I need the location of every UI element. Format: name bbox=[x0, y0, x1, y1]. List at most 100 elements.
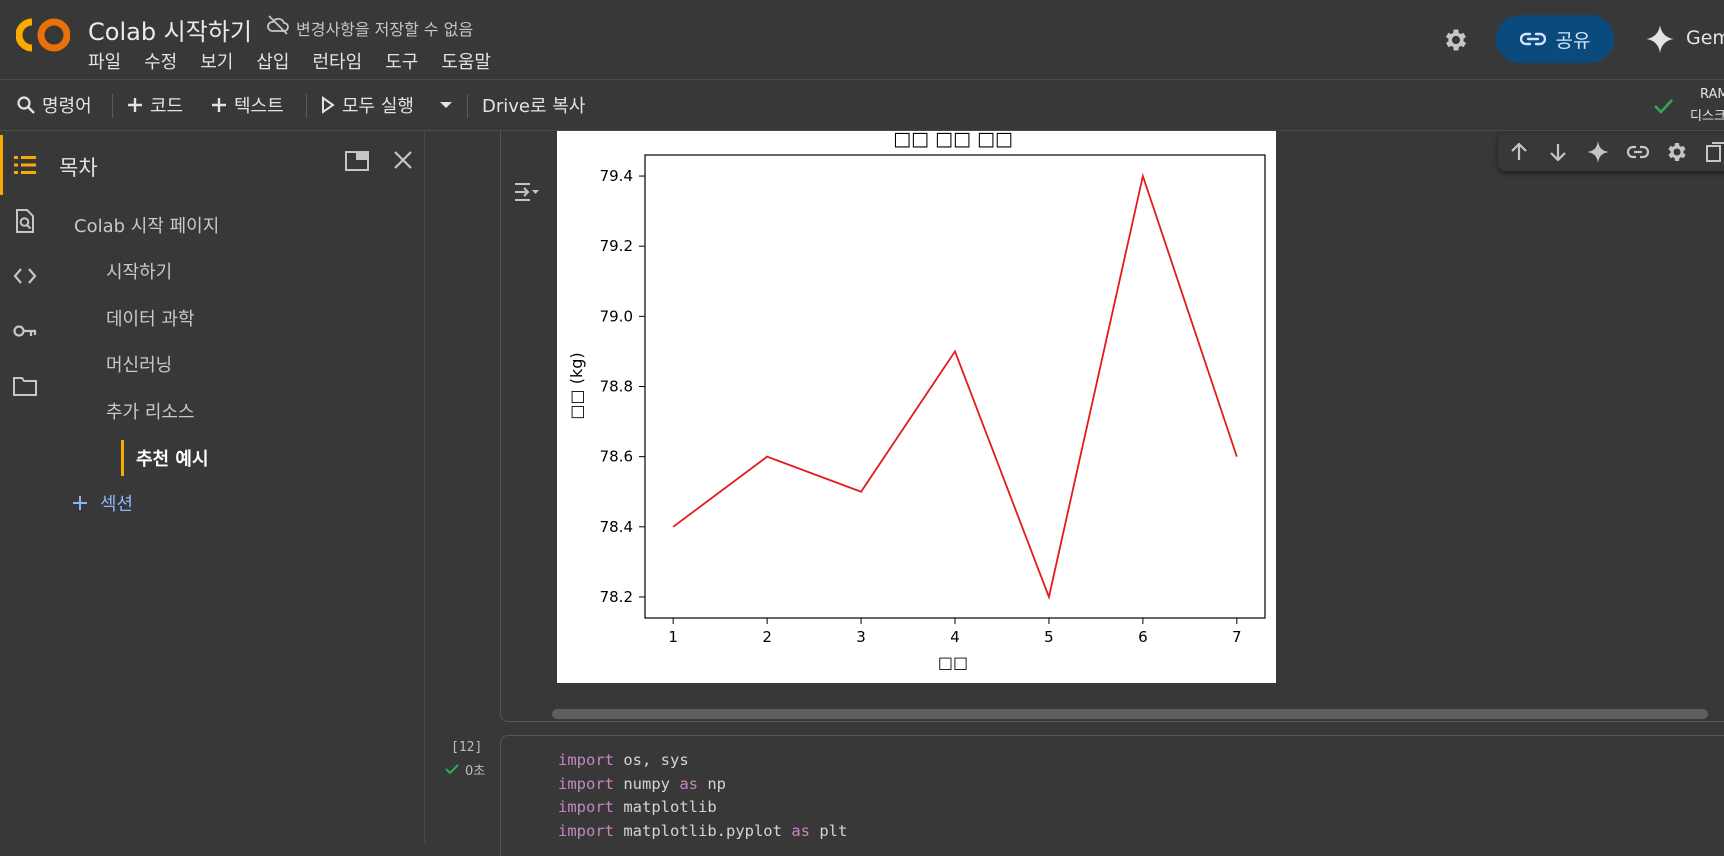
plus-icon bbox=[212, 98, 226, 112]
line-chart: □□ □□ □□ 1 2 3 4 5 6 7 78.2 78.4 78.6 78.8 79.0 79.… bbox=[567, 131, 1266, 672]
output-cell[interactable] bbox=[500, 131, 1724, 722]
menu-edit[interactable]: 수정 bbox=[144, 52, 178, 73]
table-of-contents-icon[interactable] bbox=[12, 152, 38, 178]
x-tick-label: 3 bbox=[856, 628, 866, 646]
y-tick-label: 79.2 bbox=[600, 237, 633, 255]
code-keyword: import bbox=[558, 798, 614, 816]
y-tick-label: 78.2 bbox=[600, 588, 633, 606]
y-tick-label: 78.8 bbox=[600, 378, 633, 396]
x-tick-label: 6 bbox=[1138, 628, 1148, 646]
x-tick-label: 2 bbox=[762, 628, 772, 646]
code-text: numpy bbox=[614, 774, 680, 793]
add-section-button[interactable]: 섹션 bbox=[72, 490, 133, 516]
run-all-button[interactable]: 모두 실행 bbox=[320, 92, 414, 118]
plot-frame bbox=[644, 154, 1266, 619]
run-all-dropdown-icon[interactable] bbox=[438, 100, 454, 110]
code-keyword: import bbox=[558, 751, 614, 769]
header-bar bbox=[0, 0, 1724, 80]
toc-item-colab-start[interactable]: Colab 시작 페이지 bbox=[74, 216, 220, 237]
share-button-label: 공유 bbox=[1555, 29, 1591, 52]
toc-item-machine-learning[interactable]: 머신러닝 bbox=[106, 355, 173, 376]
run-all-label: 모두 실행 bbox=[342, 96, 414, 117]
y-tick-label: 78.6 bbox=[600, 448, 633, 466]
menu-insert[interactable]: 삽입 bbox=[256, 52, 290, 73]
menu-file[interactable]: 파일 bbox=[88, 52, 122, 73]
execution-count: [12] bbox=[451, 740, 483, 755]
open-in-window-icon[interactable] bbox=[344, 150, 370, 172]
gemini-spark-icon[interactable] bbox=[1645, 24, 1675, 54]
code-keyword: import bbox=[558, 774, 614, 793]
code-line: import matplotlib.pyplot as plt bbox=[558, 820, 847, 844]
y-tick-label: 78.4 bbox=[600, 518, 633, 536]
secrets-key-icon[interactable] bbox=[12, 318, 38, 344]
execution-time: 0초 bbox=[465, 764, 486, 779]
toc-item-getting-started[interactable]: 시작하기 bbox=[106, 262, 173, 283]
y-tick-label: 79.4 bbox=[600, 167, 633, 185]
disk-label[interactable]: 디스크 bbox=[1690, 109, 1724, 124]
move-cell-down-icon[interactable] bbox=[1546, 140, 1570, 164]
chart-title: □□ □□ □□ bbox=[893, 131, 1013, 150]
play-icon bbox=[322, 96, 335, 114]
search-icon bbox=[17, 96, 35, 114]
code-text: os, sys bbox=[614, 751, 689, 769]
toc-item-data-science[interactable]: 데이터 과학 bbox=[106, 309, 195, 330]
command-label: 명령어 bbox=[42, 96, 92, 117]
code-line: import matplotlib bbox=[558, 796, 847, 820]
move-cell-up-icon[interactable] bbox=[1507, 140, 1531, 164]
runtime-connected-check-icon[interactable] bbox=[1652, 96, 1674, 116]
menu-runtime[interactable]: 런타임 bbox=[312, 52, 363, 73]
notebook-title[interactable]: Colab 시작하기 bbox=[88, 18, 252, 46]
files-folder-icon[interactable] bbox=[12, 373, 38, 399]
colab-logo[interactable] bbox=[16, 18, 70, 52]
x-axis: 1 2 3 4 5 6 7 bbox=[668, 618, 1242, 646]
mirror-cell-icon[interactable] bbox=[1704, 140, 1724, 164]
code-text: matplotlib.pyplot bbox=[614, 821, 792, 840]
code-snippets-icon[interactable] bbox=[12, 263, 38, 289]
cell-settings-gear-icon[interactable] bbox=[1665, 140, 1689, 164]
toc-item-featured-examples[interactable]: 추천 예시 bbox=[136, 449, 209, 470]
settings-gear-icon[interactable] bbox=[1442, 26, 1470, 54]
x-tick-label: 5 bbox=[1044, 628, 1054, 646]
save-status-text[interactable]: 변경사항을 저장할 수 없음 bbox=[296, 20, 474, 39]
notebook-toolbar bbox=[0, 80, 1724, 131]
execution-success-check-icon bbox=[445, 764, 459, 775]
menu-bar: 파일 수정 보기 삽입 런타임 도구 도움말 bbox=[88, 48, 514, 74]
gemini-spark-icon[interactable] bbox=[1586, 140, 1610, 164]
copy-to-drive-button[interactable]: Drive로 복사 bbox=[482, 92, 585, 118]
cloud-off-icon bbox=[267, 15, 289, 35]
code-line: import os, sys bbox=[558, 749, 847, 773]
code-keyword: import bbox=[558, 821, 614, 840]
ram-label[interactable]: RAM bbox=[1700, 87, 1724, 102]
share-button[interactable]: 공유 bbox=[1496, 15, 1614, 63]
output-actions-icon[interactable] bbox=[512, 178, 540, 206]
link-icon[interactable] bbox=[1626, 140, 1650, 164]
menu-help[interactable]: 도움말 bbox=[441, 52, 491, 73]
close-icon[interactable] bbox=[392, 149, 414, 171]
toolbar-divider bbox=[306, 94, 307, 118]
menu-view[interactable]: 보기 bbox=[200, 52, 234, 73]
gemini-label[interactable]: Gem bbox=[1686, 27, 1724, 49]
add-text-button[interactable]: 텍스트 bbox=[210, 92, 284, 118]
cell-toolbar bbox=[1498, 133, 1724, 171]
command-palette-button[interactable]: 명령어 bbox=[16, 92, 92, 118]
code-keyword: as bbox=[791, 821, 810, 840]
code-text: matplotlib bbox=[614, 798, 717, 816]
link-icon bbox=[1519, 32, 1546, 46]
add-section-label: 섹션 bbox=[100, 494, 134, 515]
series-layer bbox=[672, 172, 1238, 601]
output-horizontal-scrollbar[interactable] bbox=[552, 709, 1708, 719]
menu-tools[interactable]: 도구 bbox=[385, 52, 419, 73]
toc-active-indicator bbox=[121, 440, 124, 476]
toc-sidebar bbox=[50, 131, 425, 843]
chart-image bbox=[557, 131, 1276, 683]
toc-item-more-resources[interactable]: 추가 리소스 bbox=[106, 402, 195, 423]
code-cell[interactable] bbox=[500, 735, 1724, 856]
find-in-page-icon[interactable] bbox=[12, 208, 38, 234]
series-line bbox=[672, 172, 1238, 601]
x-axis-label: □□ bbox=[938, 653, 968, 672]
plus-icon bbox=[128, 98, 142, 112]
code-keyword: as bbox=[679, 774, 698, 793]
code-editor[interactable]: import os, sys import numpy as np import m… bbox=[558, 749, 847, 843]
toolbar-divider bbox=[467, 94, 468, 118]
add-code-button[interactable]: 코드 bbox=[126, 92, 183, 118]
